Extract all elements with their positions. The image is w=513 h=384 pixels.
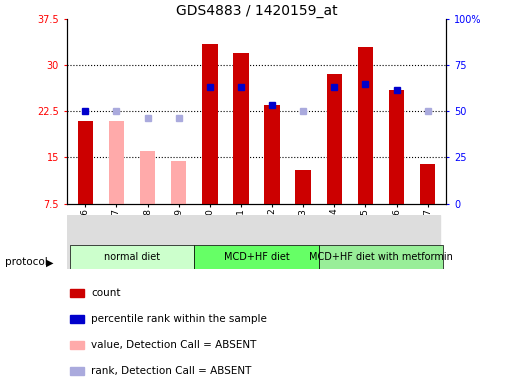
Text: value, Detection Call = ABSENT: value, Detection Call = ABSENT	[91, 340, 256, 350]
Bar	[171, 161, 187, 204]
Bar	[70, 367, 84, 375]
Bar	[70, 315, 84, 323]
Text: rank, Detection Call = ABSENT: rank, Detection Call = ABSENT	[91, 366, 252, 376]
Bar	[420, 164, 436, 204]
Text: ▶: ▶	[46, 257, 54, 267]
Text: count: count	[91, 288, 121, 298]
Bar	[389, 90, 404, 204]
Text: protocol: protocol	[5, 257, 48, 267]
Bar	[264, 105, 280, 204]
Bar	[319, 245, 443, 269]
Title: GDS4883 / 1420159_at: GDS4883 / 1420159_at	[175, 4, 338, 18]
Bar	[326, 74, 342, 204]
Bar	[194, 245, 319, 269]
Bar	[295, 170, 311, 204]
Bar	[202, 44, 218, 204]
Bar	[109, 121, 124, 204]
Bar	[70, 341, 84, 349]
Bar	[358, 47, 373, 204]
Text: percentile rank within the sample: percentile rank within the sample	[91, 314, 267, 324]
Bar	[77, 121, 93, 204]
Text: MCD+HF diet with metformin: MCD+HF diet with metformin	[309, 252, 453, 262]
Bar	[140, 151, 155, 204]
Bar	[70, 290, 84, 297]
Text: MCD+HF diet: MCD+HF diet	[224, 252, 289, 262]
Bar	[70, 245, 194, 269]
Bar	[233, 53, 249, 204]
Text: normal diet: normal diet	[104, 252, 160, 262]
